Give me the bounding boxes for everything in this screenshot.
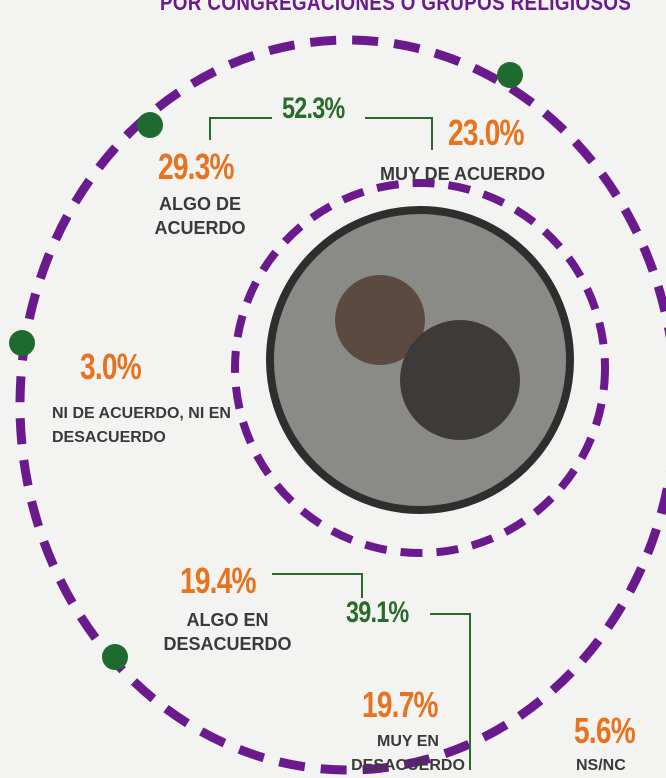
percent: 29.3%: [158, 146, 235, 187]
label: MUY DE ACUERDO: [380, 164, 546, 184]
label: NS/NC: [576, 757, 626, 774]
percent: 23.0%: [448, 112, 525, 153]
label: NI DE ACUERDO, NI EN DESACUERDO: [52, 405, 231, 446]
disagree-total: 39.1%: [346, 596, 409, 629]
label: MUY EN DESACUERDO: [351, 733, 465, 774]
connector: [209, 117, 272, 140]
inner-ring: [231, 179, 609, 557]
dot: [497, 62, 523, 88]
photo-detail: [400, 320, 520, 440]
percent: 19.4%: [180, 560, 257, 601]
connector: [430, 613, 471, 770]
dot: [9, 330, 35, 356]
connector: [365, 117, 433, 150]
percent: 5.6%: [574, 710, 636, 751]
agree-total: 52.3%: [282, 92, 345, 125]
photo-detail: [335, 275, 425, 365]
title: POR CONGREGACIONES O GRUPOS RELIGIOSOS: [160, 0, 632, 15]
label: ALGO DE ACUERDO: [154, 194, 246, 238]
connector: [272, 573, 363, 598]
dot: [137, 112, 163, 138]
percent: 19.7%: [362, 684, 439, 725]
dot: [102, 644, 128, 670]
percent: 3.0%: [80, 346, 142, 387]
label: ALGO EN DESACUERDO: [163, 610, 292, 654]
